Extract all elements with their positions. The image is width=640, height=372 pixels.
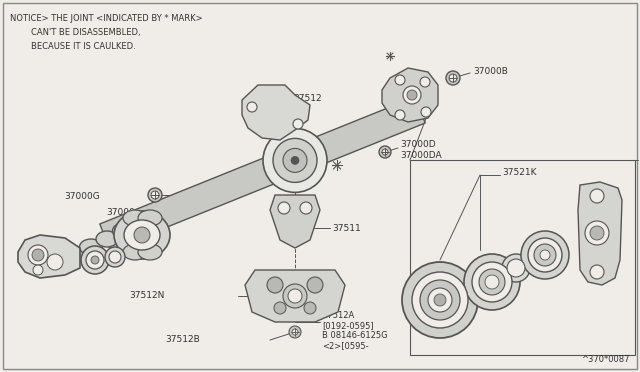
Ellipse shape <box>449 74 457 82</box>
Ellipse shape <box>138 244 162 260</box>
Ellipse shape <box>63 247 87 263</box>
Ellipse shape <box>289 326 301 338</box>
Text: NOTICE> THE JOINT <INDICATED BY * MARK>: NOTICE> THE JOINT <INDICATED BY * MARK> <box>10 14 203 23</box>
Text: 37521K: 37521K <box>502 167 536 176</box>
Ellipse shape <box>395 75 405 85</box>
Ellipse shape <box>148 188 162 202</box>
Ellipse shape <box>521 231 569 279</box>
Ellipse shape <box>123 210 147 226</box>
Ellipse shape <box>528 238 562 272</box>
Text: 37512B: 37512B <box>165 336 200 344</box>
Ellipse shape <box>540 250 550 260</box>
Ellipse shape <box>502 254 530 282</box>
Ellipse shape <box>472 262 512 302</box>
Ellipse shape <box>420 280 460 320</box>
Polygon shape <box>242 85 310 140</box>
Polygon shape <box>18 235 80 278</box>
Ellipse shape <box>534 244 556 266</box>
Text: 37512: 37512 <box>293 93 322 103</box>
Ellipse shape <box>412 272 468 328</box>
Ellipse shape <box>434 294 446 306</box>
Text: 37000D: 37000D <box>400 140 436 148</box>
Ellipse shape <box>402 262 478 338</box>
Ellipse shape <box>291 156 299 164</box>
Text: 37000DA: 37000DA <box>400 151 442 160</box>
Text: 37512N: 37512N <box>130 292 165 301</box>
Ellipse shape <box>247 102 257 112</box>
Ellipse shape <box>33 265 43 275</box>
Ellipse shape <box>91 256 99 264</box>
Ellipse shape <box>479 269 505 295</box>
Ellipse shape <box>590 265 604 279</box>
Ellipse shape <box>407 90 417 100</box>
Ellipse shape <box>283 284 307 308</box>
Ellipse shape <box>379 146 391 158</box>
Ellipse shape <box>293 119 303 129</box>
Text: 37511: 37511 <box>332 224 361 232</box>
Bar <box>410 160 635 355</box>
Ellipse shape <box>273 138 317 182</box>
Polygon shape <box>245 270 345 322</box>
Ellipse shape <box>590 189 604 203</box>
Ellipse shape <box>263 128 327 192</box>
Ellipse shape <box>114 211 170 259</box>
Ellipse shape <box>81 246 109 274</box>
Polygon shape <box>100 97 425 250</box>
Ellipse shape <box>300 202 312 214</box>
Polygon shape <box>578 182 622 285</box>
Ellipse shape <box>421 107 431 117</box>
Ellipse shape <box>134 227 150 243</box>
Ellipse shape <box>274 302 286 314</box>
Ellipse shape <box>79 239 102 255</box>
Ellipse shape <box>123 244 147 260</box>
Text: 37000: 37000 <box>106 208 135 217</box>
Ellipse shape <box>86 251 104 269</box>
Text: [0192-0595]: [0192-0595] <box>322 321 374 330</box>
Ellipse shape <box>382 149 388 155</box>
Ellipse shape <box>395 110 405 120</box>
Ellipse shape <box>151 191 159 199</box>
Polygon shape <box>382 68 438 122</box>
Ellipse shape <box>464 254 520 310</box>
Text: ^370*0087: ^370*0087 <box>582 355 630 364</box>
Text: <2>[0595-: <2>[0595- <box>322 341 369 350</box>
Ellipse shape <box>304 302 316 314</box>
Ellipse shape <box>124 220 160 250</box>
Ellipse shape <box>105 247 125 267</box>
Ellipse shape <box>288 289 302 303</box>
Ellipse shape <box>590 226 604 240</box>
Ellipse shape <box>28 245 48 265</box>
Ellipse shape <box>585 221 609 245</box>
Ellipse shape <box>138 210 162 226</box>
Text: 37000G: 37000G <box>64 192 100 201</box>
Ellipse shape <box>32 249 44 261</box>
Text: BECAUSE IT IS CAULKED.: BECAUSE IT IS CAULKED. <box>10 42 136 51</box>
Ellipse shape <box>307 277 323 293</box>
Text: CAN'T BE DISASSEMBLED,: CAN'T BE DISASSEMBLED, <box>10 28 141 37</box>
Polygon shape <box>270 195 320 248</box>
Ellipse shape <box>428 288 452 312</box>
Ellipse shape <box>485 275 499 289</box>
Text: 37000B: 37000B <box>473 67 508 76</box>
Ellipse shape <box>420 77 430 87</box>
Ellipse shape <box>96 231 118 247</box>
Ellipse shape <box>403 86 421 104</box>
Ellipse shape <box>507 259 525 277</box>
Ellipse shape <box>283 148 307 172</box>
Text: 37512A: 37512A <box>322 311 355 321</box>
Ellipse shape <box>47 254 63 270</box>
Ellipse shape <box>109 251 121 263</box>
Ellipse shape <box>278 202 290 214</box>
Text: B 08146-6125G: B 08146-6125G <box>322 331 388 340</box>
Ellipse shape <box>267 277 283 293</box>
Ellipse shape <box>292 329 298 335</box>
Ellipse shape <box>113 223 134 239</box>
Ellipse shape <box>446 71 460 85</box>
